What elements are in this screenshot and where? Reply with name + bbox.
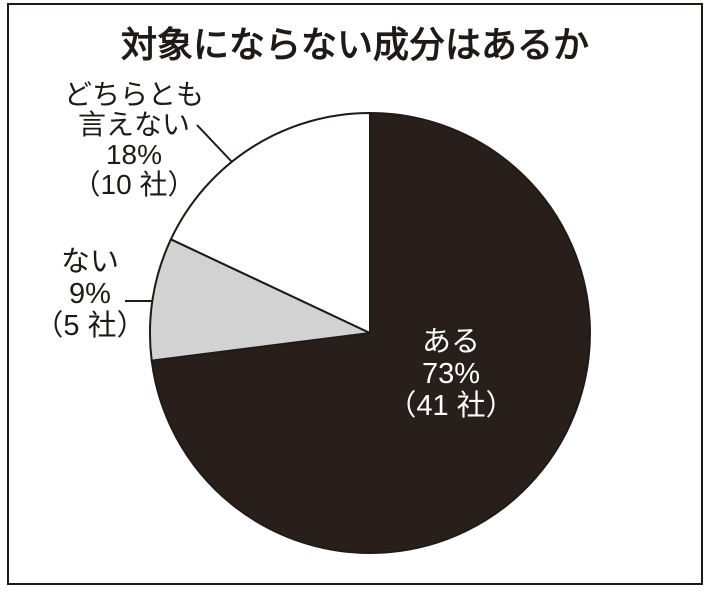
callout-none: ない 9% （5 社） [34, 246, 145, 342]
label-yes-percent: 73% [421, 358, 481, 390]
chart-border [7, 3, 703, 585]
label-yes-label: ある [421, 326, 481, 358]
label-yes: ある 73% （41 社） [387, 326, 514, 422]
callout-undecided-count: （10 社） [72, 169, 196, 200]
callout-undecided-label-line1: どちらとも [63, 79, 205, 110]
callout-none-count: （5 社） [34, 310, 146, 342]
pie-slice-1 [149, 238, 371, 362]
pie-slices [149, 112, 591, 554]
leader-line-undecided [196, 124, 233, 163]
pie-slice-2 [169, 112, 371, 334]
callout-none-label: ない [60, 246, 119, 278]
chart-title: 対象にならない成分はあるか [120, 24, 589, 65]
callout-undecided: どちらとも 言えない 18% （10 社） [64, 80, 204, 200]
callout-undecided-label-line2: 言えない [77, 109, 191, 140]
callout-undecided-percent: 18% [105, 139, 163, 170]
callout-none-percent: 9% [69, 278, 111, 310]
label-yes-count: （41 社） [387, 390, 515, 422]
